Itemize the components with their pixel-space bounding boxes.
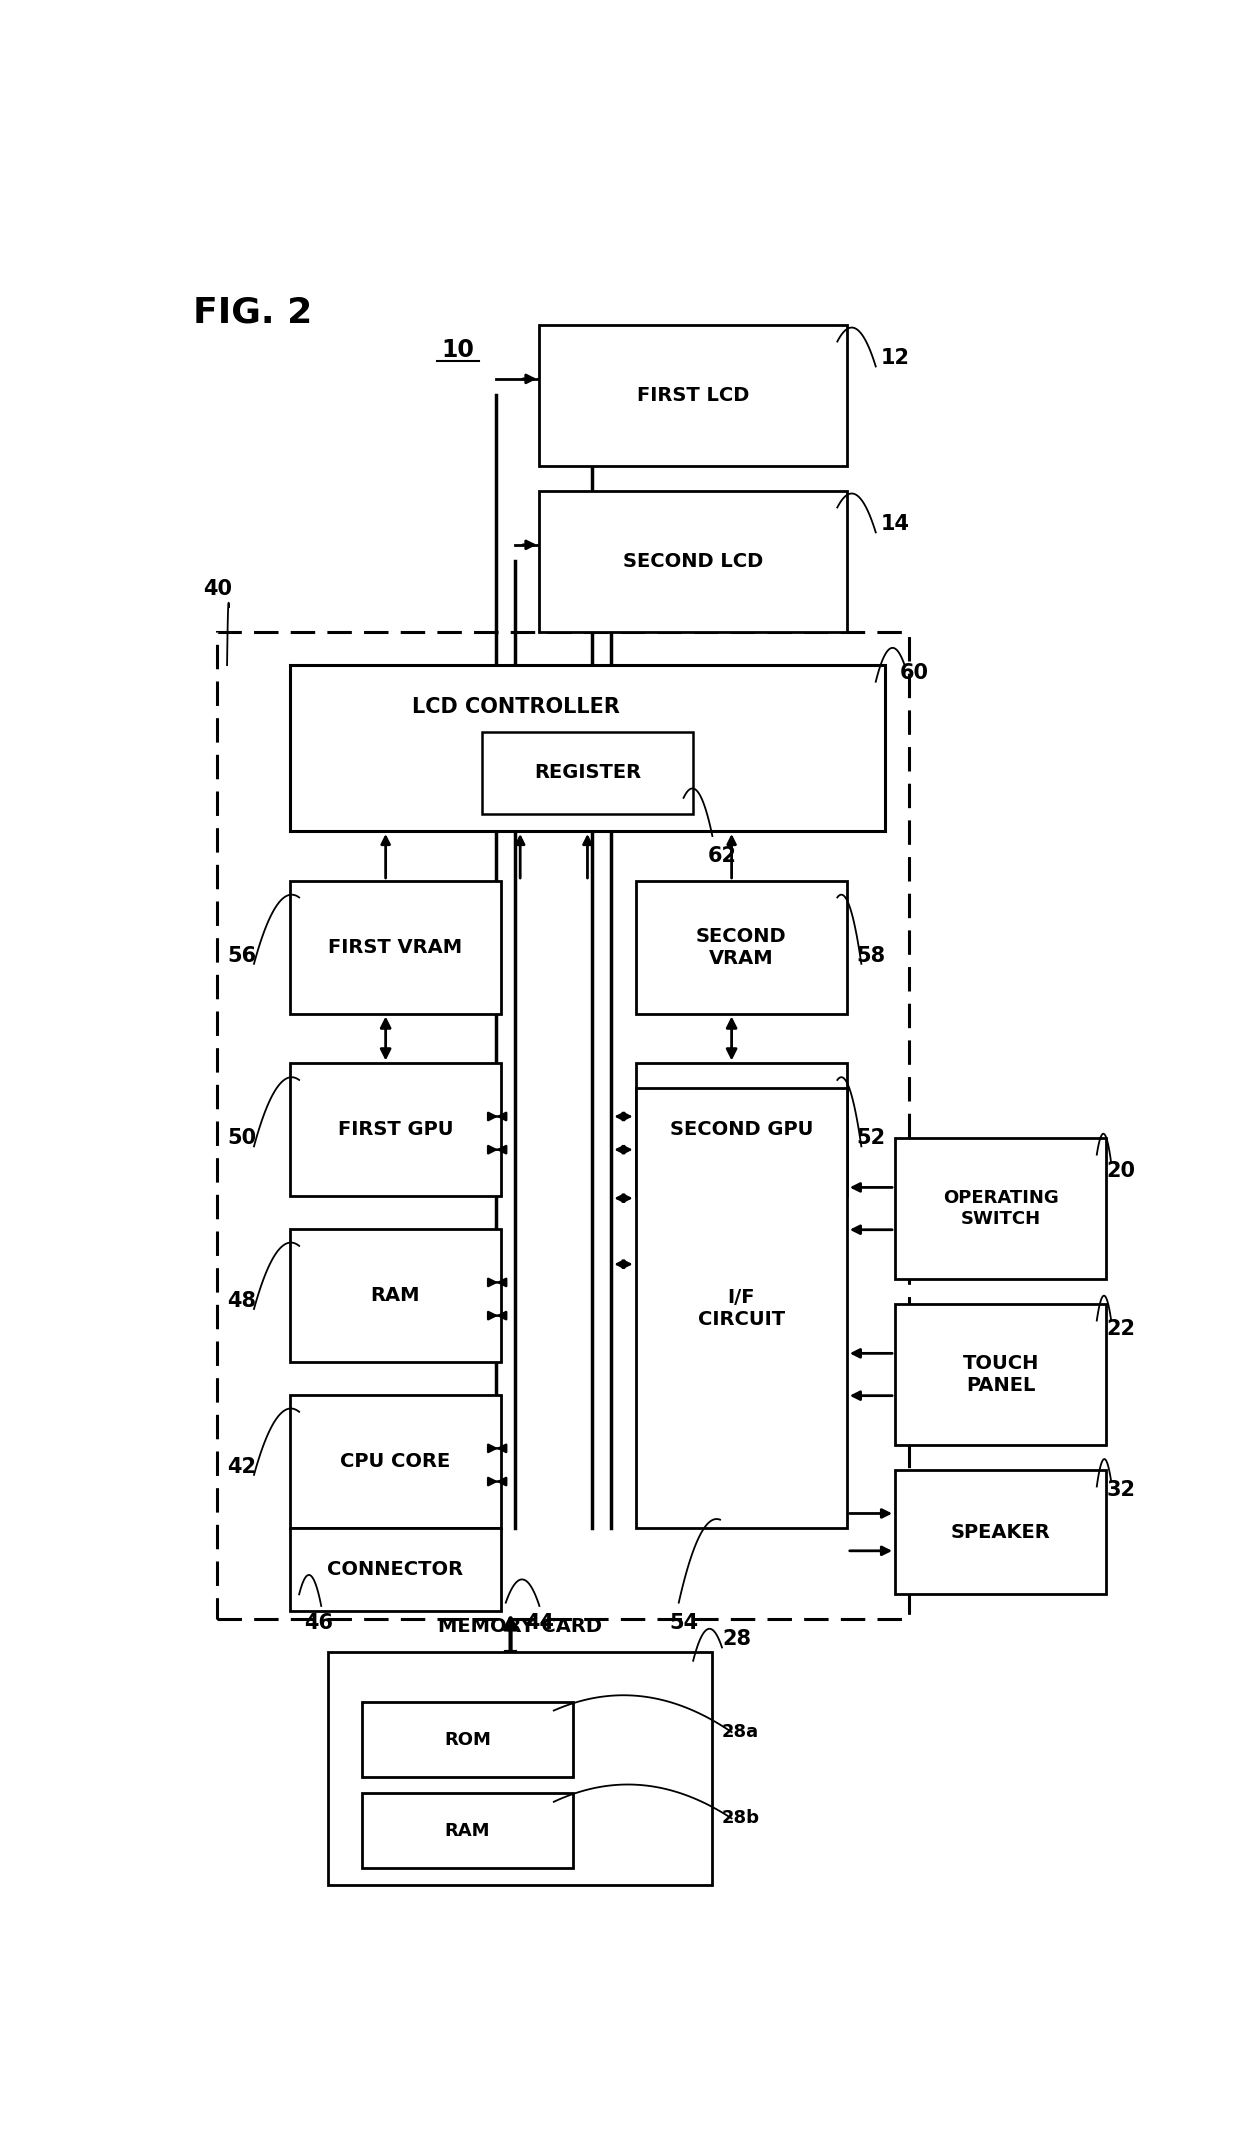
Text: 10: 10 [441,338,474,362]
Text: SECOND GPU: SECOND GPU [670,1121,813,1140]
Text: TOUCH
PANEL: TOUCH PANEL [962,1353,1039,1394]
Bar [481,731,693,815]
Bar [635,1088,847,1528]
Text: 28a: 28a [722,1724,759,1741]
Text: LCD CONTROLLER: LCD CONTROLLER [412,696,620,718]
Text: FIRST VRAM: FIRST VRAM [329,937,463,957]
Bar [362,1793,573,1868]
Bar [635,881,847,1013]
Text: CONNECTOR: CONNECTOR [327,1560,464,1580]
Text: 42: 42 [227,1457,257,1476]
Bar [895,1470,1106,1595]
Text: FIRST GPU: FIRST GPU [337,1121,453,1140]
Text: 28: 28 [722,1629,751,1649]
Text: ROM: ROM [444,1730,491,1748]
Text: 60: 60 [900,664,929,683]
Text: 54: 54 [670,1612,698,1633]
Text: 32: 32 [1106,1480,1136,1500]
Text: 56: 56 [227,946,257,965]
Text: SPEAKER: SPEAKER [951,1524,1050,1541]
Text: 52: 52 [857,1127,885,1149]
Text: RAM: RAM [371,1287,420,1306]
Bar [539,491,847,631]
Text: 28b: 28b [722,1810,760,1827]
Bar [895,1304,1106,1446]
Bar [217,631,909,1618]
Text: 22: 22 [1106,1319,1136,1338]
Text: 48: 48 [227,1291,257,1310]
Text: 40: 40 [203,580,232,599]
Text: 50: 50 [227,1127,257,1149]
Bar [290,1228,501,1362]
Text: OPERATING
SWITCH: OPERATING SWITCH [942,1190,1059,1228]
Bar [895,1138,1106,1280]
Text: 46: 46 [304,1612,334,1633]
Text: 20: 20 [1106,1162,1136,1181]
Text: SECOND LCD: SECOND LCD [622,552,764,571]
Text: SECOND
VRAM: SECOND VRAM [696,927,786,968]
Bar [290,1528,501,1612]
Text: CPU CORE: CPU CORE [340,1452,450,1472]
Text: REGISTER: REGISTER [534,763,641,782]
Bar [327,1653,713,1886]
Bar [290,1062,501,1196]
Bar [290,881,501,1013]
Text: FIRST LCD: FIRST LCD [637,386,749,405]
Text: 14: 14 [880,515,910,534]
Text: MEMORY CARD: MEMORY CARD [438,1616,603,1636]
Bar [362,1702,573,1778]
Bar [635,1062,847,1196]
Text: FIG. 2: FIG. 2 [193,295,312,330]
Text: 58: 58 [857,946,885,965]
Bar [290,666,885,832]
Text: 44: 44 [525,1612,554,1633]
Text: RAM: RAM [445,1821,490,1840]
Text: I/F
CIRCUIT: I/F CIRCUIT [698,1289,785,1330]
Text: 12: 12 [880,349,910,369]
Text: 62: 62 [708,847,737,866]
Bar [539,325,847,465]
Bar [290,1394,501,1528]
